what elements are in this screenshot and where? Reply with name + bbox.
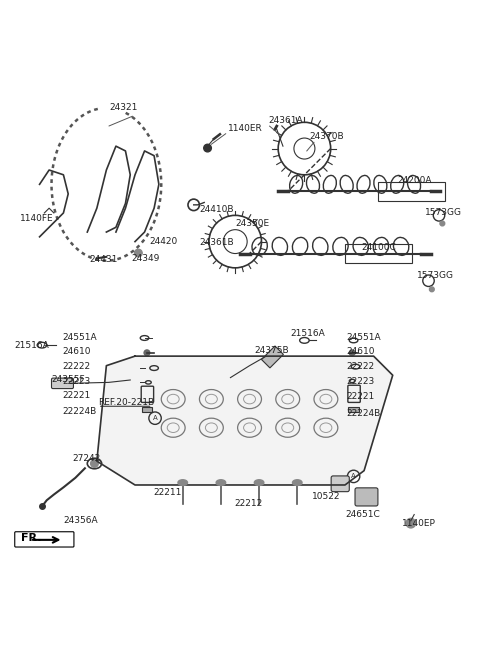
Ellipse shape xyxy=(254,479,264,485)
Bar xyxy=(262,346,283,368)
Text: 24651C: 24651C xyxy=(345,510,380,519)
Text: REF.20-221B: REF.20-221B xyxy=(98,398,154,407)
Text: 1573GG: 1573GG xyxy=(417,271,454,280)
Text: 22221: 22221 xyxy=(346,392,374,402)
Text: 24551A: 24551A xyxy=(346,333,381,341)
Ellipse shape xyxy=(292,479,302,485)
Text: 27242: 27242 xyxy=(72,454,100,463)
Text: 24200A: 24200A xyxy=(397,176,432,185)
Text: 1140ER: 1140ER xyxy=(228,124,263,132)
Text: 24375B: 24375B xyxy=(254,346,289,355)
Text: 24410B: 24410B xyxy=(199,204,234,214)
Text: 24551A: 24551A xyxy=(62,333,97,341)
FancyBboxPatch shape xyxy=(355,488,378,506)
Text: 22224B: 22224B xyxy=(346,409,380,418)
Text: 22211: 22211 xyxy=(153,487,181,496)
FancyBboxPatch shape xyxy=(331,476,349,492)
Text: FR.: FR. xyxy=(22,533,42,544)
Text: 10522: 10522 xyxy=(312,493,340,502)
Bar xyxy=(348,407,359,413)
Bar xyxy=(142,407,152,413)
Ellipse shape xyxy=(216,479,226,485)
Text: 22222: 22222 xyxy=(346,362,374,371)
Text: 22223: 22223 xyxy=(62,377,91,386)
Circle shape xyxy=(406,518,416,528)
Text: 24420: 24420 xyxy=(149,237,178,246)
Circle shape xyxy=(204,144,211,152)
Text: 1140FE: 1140FE xyxy=(20,214,53,223)
Text: 22223: 22223 xyxy=(346,377,374,386)
Text: 1140EP: 1140EP xyxy=(402,519,436,528)
Text: 24361B: 24361B xyxy=(199,238,234,247)
Text: 24100C: 24100C xyxy=(362,243,396,252)
Circle shape xyxy=(440,221,445,226)
Circle shape xyxy=(91,460,98,467)
Text: 24350E: 24350E xyxy=(235,219,269,228)
Text: A: A xyxy=(351,474,356,479)
Bar xyxy=(378,182,445,201)
Text: 24610: 24610 xyxy=(62,347,91,356)
Text: 21516A: 21516A xyxy=(15,341,49,350)
Text: 24356A: 24356A xyxy=(63,516,98,525)
Text: 22221: 22221 xyxy=(62,391,91,400)
Text: 1573GG: 1573GG xyxy=(425,208,462,217)
Text: 24361A: 24361A xyxy=(269,117,303,125)
Text: 22212: 22212 xyxy=(234,498,263,508)
Polygon shape xyxy=(97,356,393,485)
FancyBboxPatch shape xyxy=(51,378,73,388)
Circle shape xyxy=(134,250,142,257)
Text: A: A xyxy=(153,415,157,421)
Text: 24610: 24610 xyxy=(346,347,374,356)
Bar xyxy=(345,244,412,263)
Text: 24349: 24349 xyxy=(131,253,159,263)
Text: 24431: 24431 xyxy=(90,255,118,264)
Circle shape xyxy=(349,350,355,356)
Text: 24355F: 24355F xyxy=(51,375,85,384)
Text: 22222: 22222 xyxy=(62,362,91,371)
Text: 24321: 24321 xyxy=(109,103,137,113)
Text: 24370B: 24370B xyxy=(309,132,344,141)
Circle shape xyxy=(144,350,150,356)
Text: 21516A: 21516A xyxy=(290,329,325,338)
Ellipse shape xyxy=(178,479,188,485)
Circle shape xyxy=(430,287,434,291)
Text: 22224B: 22224B xyxy=(62,407,97,415)
